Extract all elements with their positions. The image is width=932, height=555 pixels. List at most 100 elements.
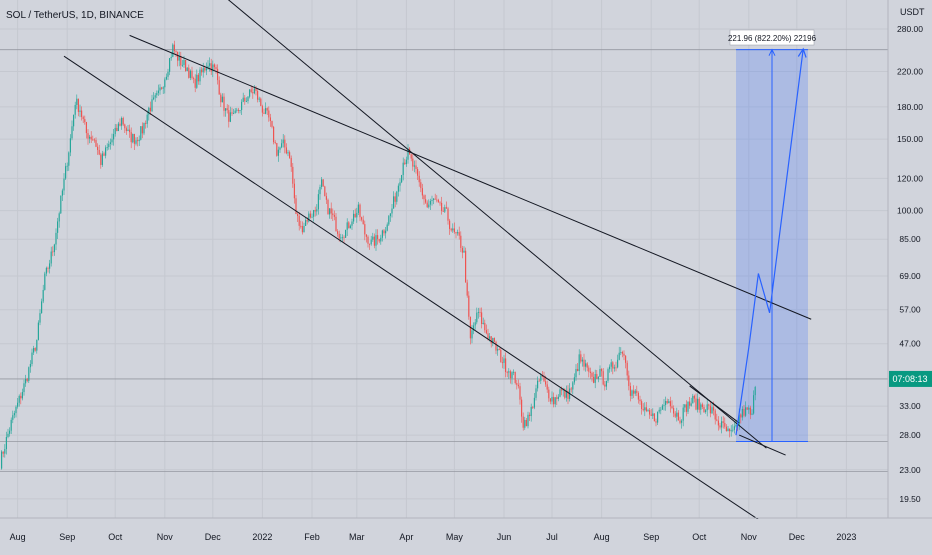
candle-body	[645, 407, 647, 412]
candle-body	[565, 390, 567, 398]
measure-tool[interactable]	[736, 48, 808, 443]
candle-body	[71, 126, 73, 139]
candle-body	[457, 232, 459, 234]
candle-body	[721, 421, 723, 428]
candle-body	[73, 114, 75, 127]
projection-arrow[interactable]	[735, 47, 807, 436]
candle-body	[495, 341, 497, 351]
time-tick-label: Dec	[789, 532, 806, 542]
candle-body	[657, 411, 659, 423]
candle-body	[257, 90, 259, 100]
trendline[interactable]	[689, 385, 740, 424]
candle-body	[585, 363, 587, 367]
candle-body	[135, 140, 137, 144]
candle-body	[271, 120, 273, 127]
candle-body	[41, 301, 43, 314]
candle-body	[612, 362, 614, 369]
trendline[interactable]	[739, 434, 786, 456]
candle-body	[754, 386, 756, 396]
candle-body	[44, 273, 46, 290]
candle-body	[250, 89, 252, 93]
candle-body	[596, 374, 598, 379]
candle-body	[460, 235, 462, 248]
candle-body	[20, 395, 22, 399]
trendline[interactable]	[63, 55, 798, 546]
candle-body	[532, 406, 534, 408]
candle-body	[719, 425, 721, 428]
candle-body	[165, 76, 167, 80]
candle-body	[28, 367, 30, 381]
candle-body	[9, 430, 11, 434]
candle-body	[170, 56, 172, 59]
candle-body	[23, 383, 25, 393]
price-scale[interactable]	[888, 0, 932, 550]
plot-area[interactable]	[0, 0, 888, 518]
trendline[interactable]	[129, 34, 812, 320]
candle-body	[631, 390, 633, 396]
candle-body	[637, 392, 639, 400]
candle-body	[354, 213, 356, 218]
candle-body	[308, 213, 310, 222]
time-scale[interactable]	[0, 519, 888, 550]
candle-body	[506, 372, 508, 373]
candle-body	[148, 107, 150, 115]
candle-body	[26, 378, 28, 381]
candle-body	[167, 71, 169, 77]
candle-body	[313, 210, 315, 217]
candle-body	[114, 127, 116, 135]
candle-body	[653, 413, 655, 422]
candle-body	[732, 429, 734, 431]
candle-body	[753, 395, 755, 414]
time-tick-label: Nov	[741, 532, 758, 542]
projection-path[interactable]	[735, 48, 804, 436]
candle-body	[365, 234, 367, 237]
candle-body	[583, 359, 585, 367]
candle-body	[399, 182, 401, 186]
candle-body	[260, 98, 262, 107]
price-tick-label: 28.00	[899, 430, 921, 440]
candle-body	[572, 382, 574, 390]
price-tick-label: 220.00	[897, 67, 923, 77]
candle-body	[533, 397, 535, 408]
price-tick-label: 69.00	[899, 271, 921, 281]
candle-body	[623, 353, 625, 356]
measure-arrow-head	[768, 48, 776, 56]
symbol-title: SOL / TetherUS, 1D, BINANCE	[6, 10, 144, 21]
candle-body	[629, 386, 631, 396]
candle-body	[181, 64, 183, 66]
candle-body	[729, 428, 731, 432]
candle-body	[602, 371, 604, 385]
trendlines[interactable]	[63, 0, 812, 546]
candle-body	[213, 64, 215, 68]
candle-body	[177, 51, 179, 61]
candle-body	[741, 408, 743, 418]
candle-body	[535, 388, 537, 398]
candle-body	[604, 384, 606, 387]
candle-body	[357, 204, 359, 213]
candle-body	[426, 202, 428, 208]
candle-body	[498, 349, 500, 350]
candle-body	[130, 132, 132, 143]
trendline[interactable]	[158, 0, 767, 449]
candle-body	[682, 407, 684, 421]
candle-body	[49, 263, 51, 269]
candle-body	[282, 139, 284, 144]
candle-body	[45, 267, 47, 274]
price-unit-label: USDT	[900, 7, 925, 17]
candle-body	[561, 389, 563, 391]
candle-body	[153, 97, 155, 100]
candle-body	[60, 195, 62, 214]
candle-body	[12, 415, 14, 420]
candle-body	[677, 412, 679, 421]
candle-body	[554, 397, 556, 405]
candle-body	[269, 117, 271, 121]
candle-body	[674, 413, 676, 417]
candle-body	[380, 237, 382, 242]
candle-body	[548, 389, 550, 399]
candle-body	[247, 96, 249, 102]
candle-body	[724, 422, 726, 427]
candle-body	[468, 295, 470, 317]
candle-body	[164, 79, 166, 88]
candle-body	[244, 97, 246, 102]
